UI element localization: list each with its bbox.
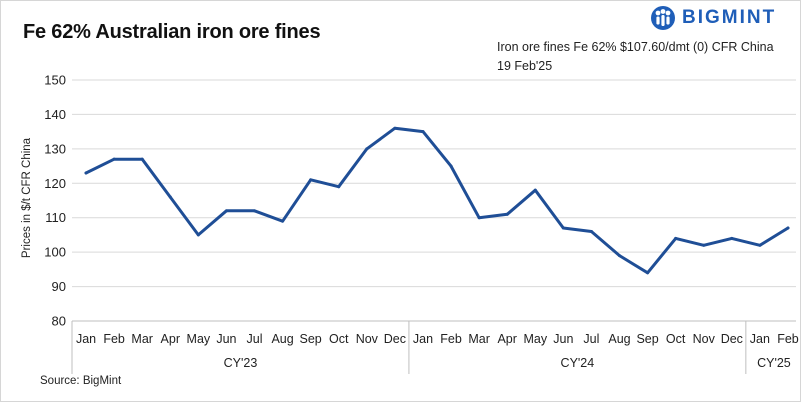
data-point <box>674 236 678 240</box>
price-line <box>84 126 790 275</box>
bigmint-logo-icon <box>651 6 675 30</box>
series-line <box>84 126 790 275</box>
gridlines <box>72 79 796 322</box>
data-point <box>618 254 621 258</box>
brand-name: BIGMINT <box>682 7 777 28</box>
x-tick-label: May <box>187 332 211 346</box>
x-tick-label: Dec <box>384 332 406 346</box>
y-tick-label: 120 <box>44 176 66 191</box>
data-point <box>589 229 593 233</box>
brand-logo: BIGMINT <box>650 6 776 30</box>
x-tick-label: Jul <box>583 332 599 346</box>
price-note: Iron ore fines Fe 62% $107.60/dmt (0) CF… <box>497 38 774 76</box>
chart-title: Fe 62% Australian iron ore fines <box>23 21 321 43</box>
data-point <box>281 219 285 223</box>
data-point <box>786 226 790 230</box>
x-tick-label: Dec <box>721 332 743 346</box>
x-tick-label: Oct <box>329 332 349 346</box>
data-point <box>758 243 762 247</box>
data-point <box>365 147 369 151</box>
data-point <box>449 164 453 168</box>
data-point <box>505 212 509 216</box>
x-tick-label: Sep <box>300 332 322 346</box>
x-tick-label: Mar <box>131 332 153 346</box>
x-tick-label: Nov <box>356 332 379 346</box>
source-note: Source: BigMint <box>40 375 122 387</box>
data-point <box>224 209 228 213</box>
data-point <box>561 226 565 230</box>
x-tick-label: Jan <box>750 332 770 346</box>
x-tick-label: Aug <box>271 332 293 346</box>
x-tick-label: Jan <box>413 332 433 346</box>
x-tick-label: Sep <box>636 332 658 346</box>
data-point <box>309 178 313 182</box>
x-group-label: CY'24 <box>561 356 595 370</box>
x-group-label: CY'23 <box>224 356 258 370</box>
y-tick-label: 130 <box>44 141 66 156</box>
x-tick-label: Jul <box>247 332 263 346</box>
y-tick-label: 90 <box>52 279 66 294</box>
data-point <box>702 243 706 247</box>
data-point <box>646 271 650 275</box>
x-tick-label: Apr <box>497 332 516 346</box>
x-tick-label: Feb <box>777 332 799 346</box>
x-tick-label: Jun <box>216 332 236 346</box>
data-point <box>533 188 537 192</box>
x-tick-label: Feb <box>440 332 462 346</box>
x-tick-label: Feb <box>103 332 125 346</box>
x-tick-label: May <box>523 332 547 346</box>
data-point <box>393 126 397 130</box>
y-tick-label: 150 <box>44 73 66 88</box>
y-tick-label: 80 <box>52 314 66 329</box>
price-note-line-2: 19 Feb'25 <box>497 59 553 73</box>
price-note-line-1: Iron ore fines Fe 62% $107.60/dmt (0) CF… <box>497 40 774 54</box>
data-point <box>421 130 425 134</box>
x-tick-label: Jan <box>76 332 96 346</box>
data-point <box>477 216 481 220</box>
y-tick-label: 100 <box>44 245 66 260</box>
x-tick-label: Mar <box>468 332 490 346</box>
x-tick-label: Apr <box>161 332 180 346</box>
x-tick-label: Jun <box>553 332 573 346</box>
y-tick-label: 140 <box>44 107 66 122</box>
data-point <box>196 233 200 237</box>
y-tick-label: 110 <box>45 210 66 225</box>
data-point <box>84 171 88 175</box>
x-tick-label: Oct <box>666 332 686 346</box>
x-group-label: CY'25 <box>757 356 791 370</box>
x-axis: Jan Feb Mar Apr May Jun Jul Aug Sep Oct Nov Dec Jan F… <box>71 320 799 374</box>
x-tick-label: Aug <box>608 332 630 346</box>
data-point <box>112 157 116 161</box>
x-tick-label: Nov <box>693 332 716 346</box>
data-point <box>140 157 144 161</box>
data-point <box>168 195 172 199</box>
y-tick-labels: 80 90 100 110 120 130 140 150 <box>44 73 66 329</box>
data-point <box>730 236 734 240</box>
data-point <box>253 209 256 213</box>
data-point <box>337 185 341 189</box>
